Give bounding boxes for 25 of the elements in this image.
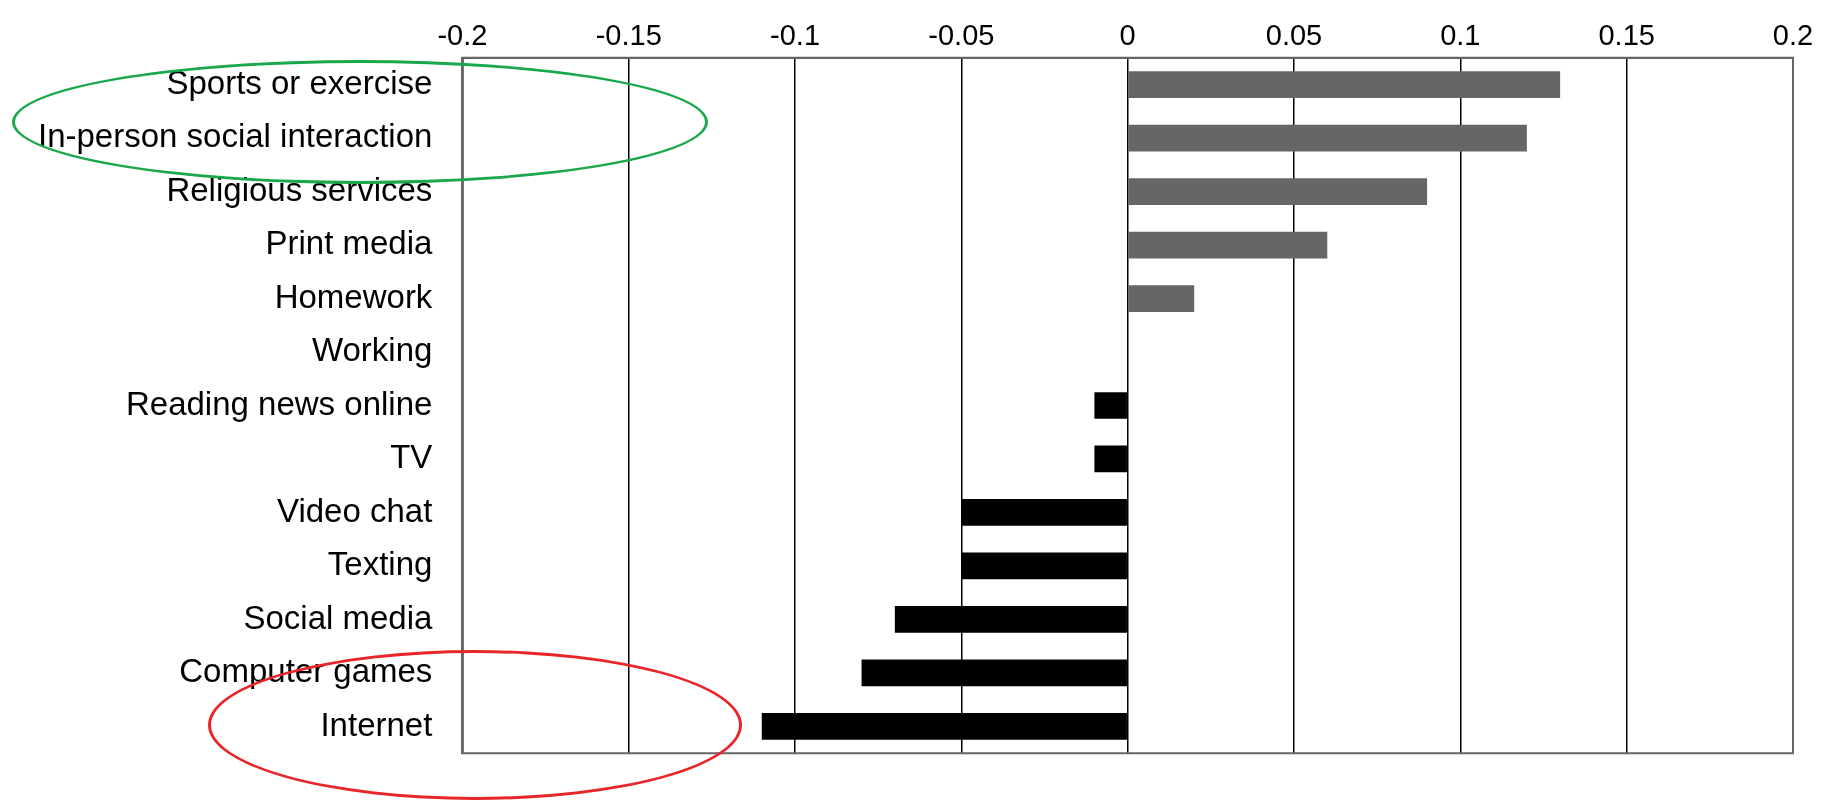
y-tick-label: Internet	[320, 705, 433, 743]
x-tick-label: -0.15	[595, 19, 662, 52]
y-tick-label: In-person social interaction	[38, 117, 433, 155]
y-tick-label: Sports or exercise	[166, 63, 433, 101]
y-tick-label: Working	[311, 331, 433, 369]
y-tick-label: Print media	[265, 224, 434, 262]
y-tick-label: Video chat	[277, 491, 433, 529]
bar	[1128, 71, 1561, 98]
x-tick-label: 0	[1119, 19, 1136, 52]
y-tick-label: Reading news online	[125, 384, 433, 422]
x-tick-label: 0.1	[1440, 19, 1481, 52]
x-tick-label: -0.05	[928, 19, 995, 52]
y-tick-label: TV	[390, 438, 433, 476]
bar	[1128, 124, 1527, 152]
x-tick-label: 0.05	[1265, 19, 1323, 52]
y-tick-label: Texting	[327, 545, 433, 583]
bar	[1128, 178, 1428, 205]
y-tick-label: Social media	[243, 598, 434, 636]
y-tick-label: Homework	[274, 277, 433, 315]
bar	[1128, 231, 1328, 259]
x-tick-label: -0.1	[770, 19, 821, 52]
bar	[1128, 285, 1195, 312]
x-tick-label: 0.2	[1772, 19, 1814, 52]
x-tick-label: 0.15	[1598, 19, 1655, 52]
x-tick-label: -0.2	[437, 19, 488, 52]
